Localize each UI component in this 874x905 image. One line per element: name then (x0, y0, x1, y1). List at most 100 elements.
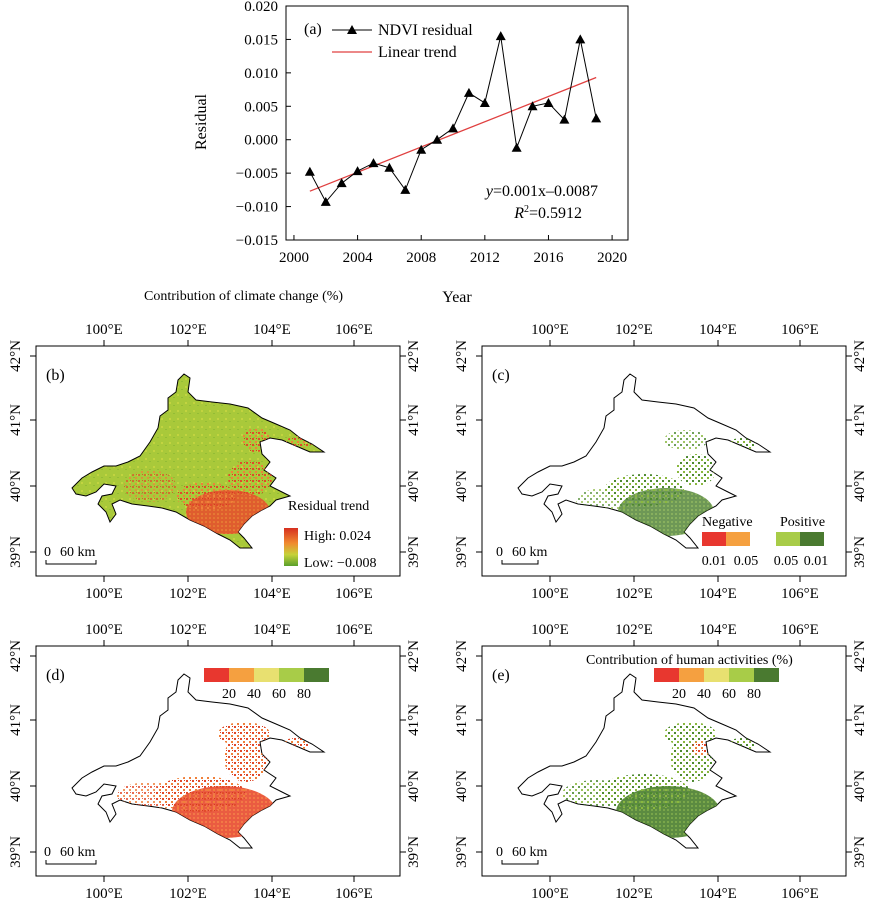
lat-label: 39°N (406, 836, 422, 868)
lon-label: 100°E (85, 886, 123, 900)
y-tick-label: 0.000 (244, 133, 278, 149)
lat-label: 41°N (454, 404, 470, 436)
lon-label: 100°E (531, 886, 569, 900)
panel-label-a: (a) (304, 21, 322, 38)
lat-label: 42°N (852, 340, 868, 372)
data-point (575, 34, 586, 44)
x-axis-label: Year (442, 289, 472, 306)
data-point (543, 97, 554, 107)
data-point (320, 196, 331, 206)
y-tick-label: −0.015 (236, 233, 278, 249)
lon-label: 104°E (699, 586, 737, 602)
map-frame-c (481, 345, 847, 577)
lat-label: 42°N (852, 640, 868, 672)
lat-label: 39°N (406, 536, 422, 568)
legend-value: 20 (222, 687, 236, 702)
gradient-bar-b (284, 528, 298, 566)
data-point (591, 113, 602, 123)
lat-label: 39°N (852, 836, 868, 868)
swatch-d-3 (279, 668, 304, 682)
data-point (527, 101, 538, 111)
lat-label: 39°N (8, 536, 24, 568)
map-coordinate-labels: 100°E 100°E 102°E 102°E 104°E 104°E 106°E 106°E… (8, 322, 868, 902)
legend-entry-ndvi: NDVI residual (378, 22, 473, 39)
lon-label: 104°E (699, 322, 737, 338)
data-point (479, 97, 490, 107)
data-point (432, 134, 443, 144)
lat-label: 41°N (852, 704, 868, 736)
lat-label: 39°N (454, 836, 470, 868)
x-tick-label: 2020 (597, 250, 627, 266)
data-point (384, 162, 395, 172)
lon-label: 106°E (335, 322, 373, 338)
lat-label: 41°N (454, 704, 470, 736)
lat-label: 42°N (8, 340, 24, 372)
panel-label-e: (e) (492, 667, 510, 684)
trend-equation: y=0.001x–0.0087 (484, 183, 598, 200)
y-tick-label: −0.010 (236, 200, 278, 216)
panel-d: (d) Contribution of climate change (%) 2… (35, 289, 401, 877)
triangle-marker-icon (347, 25, 357, 34)
legend-value: 60 (722, 687, 736, 702)
x-tick-label: 2012 (470, 250, 500, 266)
data-point (304, 166, 315, 176)
legend-positive: Positive (780, 515, 825, 530)
lon-label: 106°E (781, 586, 819, 602)
svg-text:0: 0 (496, 545, 503, 560)
scale-bar-e: 0 60 km (496, 845, 548, 865)
data-point (559, 114, 570, 124)
lon-label: 102°E (169, 322, 207, 338)
map-frame-d (35, 645, 401, 877)
lon-label: 100°E (85, 622, 123, 638)
swatch-pos-005 (776, 532, 800, 546)
y-tick-label: 0.010 (244, 66, 278, 82)
lon-label: 100°E (531, 322, 569, 338)
swatch-e-0 (654, 668, 679, 682)
svg-text:60 km: 60 km (512, 545, 548, 560)
x-tick-label: 2000 (279, 250, 309, 266)
plot-frame-a (285, 5, 629, 241)
legend-value: 0.01 (702, 554, 727, 569)
lon-label: 102°E (615, 322, 653, 338)
swatch-d-1 (229, 668, 254, 682)
legend-low-b: Low: −0.008 (304, 556, 376, 571)
lat-label: 41°N (852, 404, 868, 436)
legend-title-b: Residual trend (288, 499, 369, 514)
legend-d: Contribution of climate change (%) 20 40… (144, 289, 343, 702)
data-point (336, 178, 347, 188)
data-point (400, 184, 411, 194)
lat-label: 40°N (852, 770, 868, 802)
lon-label: 100°E (531, 622, 569, 638)
data-point (495, 31, 506, 41)
y-axis-label: Residual (193, 93, 210, 150)
lat-label: 40°N (852, 470, 868, 502)
svg-text:60 km: 60 km (60, 545, 96, 560)
legend-title-d: Contribution of climate change (%) (144, 289, 343, 304)
swatch-e-3 (729, 668, 754, 682)
y-axis-ticks: 0.020 0.015 0.010 0.005 0.000 −0.005 −0.010 −0.… (236, 0, 291, 249)
data-point (511, 142, 522, 152)
lat-label: 41°N (8, 704, 24, 736)
panel-label-d: (d) (46, 667, 65, 684)
lat-label: 39°N (8, 836, 24, 868)
lon-label: 102°E (169, 622, 207, 638)
r-squared: R2=0.5912 (513, 204, 582, 222)
legend-value: 40 (247, 687, 261, 702)
legend-value: 0.05 (734, 554, 759, 569)
y-tick-label: 0.015 (244, 32, 278, 48)
swatch-neg-001 (702, 532, 726, 546)
legend-negative: Negative (702, 515, 753, 530)
lon-label: 104°E (253, 886, 291, 900)
lat-label: 40°N (454, 770, 470, 802)
panel-a: 0.020 0.015 0.010 0.005 0.000 −0.005 −0.010 −0.… (193, 0, 629, 306)
lon-label: 104°E (699, 886, 737, 900)
data-point (416, 144, 427, 154)
svg-text:0: 0 (496, 845, 503, 860)
lon-label: 102°E (615, 622, 653, 638)
swatch-e-2 (704, 668, 729, 682)
lon-label: 104°E (253, 322, 291, 338)
panel-e: (e) Contribution of human activities (%)… (481, 645, 847, 877)
lon-label: 106°E (781, 322, 819, 338)
swatch-neg-005 (726, 532, 750, 546)
